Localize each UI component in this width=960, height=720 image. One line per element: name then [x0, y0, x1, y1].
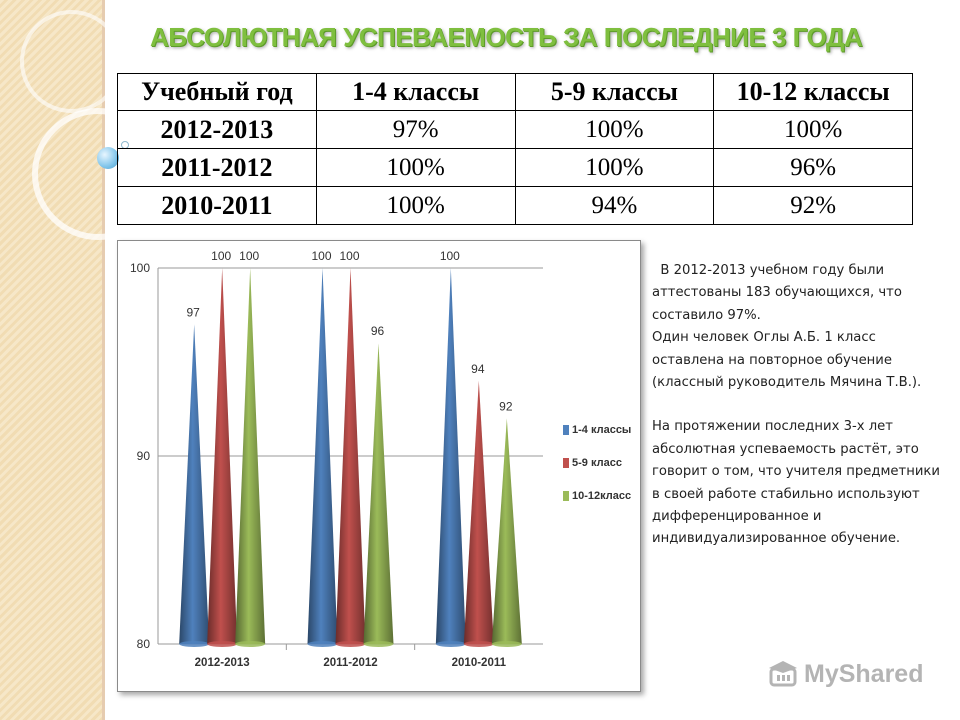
data-label: 100 — [211, 249, 231, 263]
legend-swatch — [563, 491, 569, 501]
chart-cone-bar — [207, 268, 238, 644]
chart-cone-base — [235, 641, 266, 647]
table-header: 1-4 классы — [315, 73, 516, 111]
chart-cone-bar — [491, 418, 522, 644]
y-tick-label: 90 — [137, 449, 151, 463]
table-row: 2010-2011 100% 94% 92% — [117, 186, 913, 225]
table-cell: 100% — [315, 148, 516, 187]
table-cell: 96% — [713, 148, 913, 187]
data-label: 96 — [371, 324, 385, 338]
chart-cone-base — [179, 641, 210, 647]
chart-cone-bar — [307, 268, 338, 644]
table-header: 5-9 классы — [514, 73, 715, 111]
chart-cone-bar — [335, 268, 366, 644]
table-header-row: Учебный год 1-4 классы 5-9 классы 10-12 … — [117, 73, 913, 111]
x-tick-label: 2011-2012 — [323, 657, 377, 669]
table-cell: 94% — [514, 186, 715, 225]
chart-cone-base — [463, 641, 494, 647]
table-row: 2012-2013 97% 100% 100% — [117, 110, 913, 149]
legend-item: 5-9 класс — [563, 457, 638, 469]
paragraph-gap — [652, 394, 942, 416]
chart-cone-base — [363, 641, 394, 647]
chart-cone-bar — [235, 268, 266, 644]
table-cell: 100% — [713, 110, 913, 149]
data-label: 97 — [186, 305, 200, 319]
data-label: 100 — [339, 249, 359, 263]
chart-cone-base — [207, 641, 238, 647]
legend-item: 10-12класс — [563, 490, 638, 502]
table-cell: 100% — [315, 186, 516, 225]
table-cell: 92% — [713, 186, 913, 225]
data-label: 94 — [471, 362, 485, 376]
legend-item: 1-4 классы — [563, 424, 638, 436]
table-cell: 100% — [514, 110, 715, 149]
data-label: 100 — [311, 249, 331, 263]
summary-paragraph: На протяжении последних 3-х лет абсолютн… — [652, 419, 940, 547]
legend-label: 5-9 класс — [572, 457, 622, 469]
x-tick-label: 2010-2011 — [452, 657, 507, 669]
results-chart: 80 90 100 2012-2013 97 100 100 2011-2012 100 100 9… — [117, 240, 641, 692]
summary-paragraph: В 2012-2013 учебном году были аттестован… — [652, 260, 942, 327]
legend-swatch — [563, 425, 569, 435]
data-label: 100 — [440, 249, 460, 263]
summary-text: В 2012-2013 учебном году были аттестован… — [652, 260, 942, 551]
chart-cone-bar — [179, 324, 210, 644]
watermark: MyShared — [768, 656, 923, 692]
table-header: Учебный год — [117, 73, 317, 111]
table-cell-year: 2011-2012 — [117, 148, 317, 187]
x-tick-label: 2012-2013 — [195, 657, 250, 669]
slide-title: АБСОЛЮТНАЯ УСПЕВАЕМОСТЬ ЗА ПОСЛЕДНИЕ 3 Г… — [150, 22, 863, 52]
decorative-bubble — [97, 147, 119, 169]
mortarboard-icon — [769, 661, 797, 687]
chart-cone-base — [435, 641, 466, 647]
y-tick-label: 100 — [130, 261, 150, 275]
results-table: Учебный год 1-4 классы 5-9 классы 10-12 … — [117, 73, 913, 225]
chart-cone-base — [307, 641, 338, 647]
table-header: 10-12 классы — [713, 73, 913, 111]
table-cell-year: 2010-2011 — [117, 186, 317, 225]
legend-label: 1-4 классы — [572, 424, 632, 436]
watermark-text: MyShared — [804, 659, 924, 688]
legend-label: 10-12класс — [572, 490, 632, 502]
chart-cone-base — [335, 641, 366, 647]
chart-cone-bar — [363, 343, 394, 644]
chart-legend: 1-4 классы 5-9 класс 10-12класс — [563, 424, 638, 523]
data-label: 100 — [239, 249, 259, 263]
table-cell-year: 2012-2013 — [117, 110, 317, 149]
chart-cone-bar — [463, 380, 494, 644]
data-label: 92 — [499, 399, 513, 413]
chart-cone-base — [491, 641, 522, 647]
summary-paragraph-text: В 2012-2013 учебном году были аттестован… — [652, 263, 902, 323]
table-cell: 100% — [514, 148, 715, 187]
summary-paragraph: Один человек Оглы А.Б. 1 класс оставлена… — [652, 330, 922, 391]
chart-cone-bar — [435, 268, 466, 644]
decorative-ring — [20, 10, 123, 113]
legend-swatch — [563, 458, 569, 468]
table-cell: 97% — [315, 110, 516, 149]
y-tick-label: 80 — [137, 637, 151, 651]
chart-canvas: 80 90 100 2012-2013 97 100 100 2011-2012 100 100 9… — [130, 249, 543, 669]
table-row: 2011-2012 100% 100% 96% — [117, 148, 913, 187]
